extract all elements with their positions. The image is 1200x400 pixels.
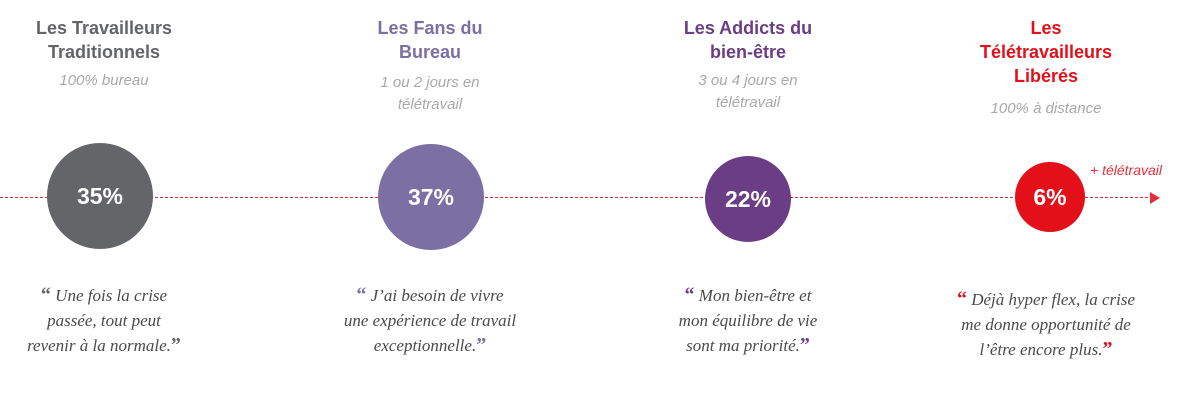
open-quote-icon: “ xyxy=(356,284,367,306)
percentage-circle: 6% xyxy=(1015,162,1085,232)
timeline-axis xyxy=(0,197,1158,198)
close-quote-icon: ” xyxy=(1102,338,1113,360)
percentage-value: 22% xyxy=(724,185,772,212)
open-quote-icon: “ xyxy=(956,288,967,310)
segment-subtitle: 1 ou 2 jours en télétravail xyxy=(380,74,480,113)
percentage-value: 35% xyxy=(76,182,124,209)
percentage-value: 37% xyxy=(407,183,455,210)
percentage-circle: 37% xyxy=(378,144,484,250)
close-quote-icon: ” xyxy=(170,334,181,356)
segment-subtitle: 100% à distance xyxy=(990,100,1102,117)
segment-quote: “ Déjà hyper flex, la crise me donne opp… xyxy=(956,288,1136,360)
axis-label: + télétravail xyxy=(1090,162,1162,178)
segment-title: Les Addicts du bien-être xyxy=(683,18,813,62)
open-quote-icon: “ xyxy=(684,284,695,306)
percentage-circle: 35% xyxy=(47,143,153,249)
arrow-head-icon xyxy=(1150,192,1160,204)
segment-quote: “ Mon bien-être et mon équilibre de vie … xyxy=(678,284,818,356)
segment-title: Les Travailleurs Traditionnels xyxy=(35,18,173,62)
segment-subtitle: 100% bureau xyxy=(59,72,149,89)
segment-title: Les Télétravailleurs Libérés xyxy=(979,18,1113,86)
percentage-circle: 22% xyxy=(705,156,791,242)
close-quote-icon: ” xyxy=(476,334,487,356)
percentage-value: 6% xyxy=(1033,183,1067,210)
segment-subtitle: 3 ou 4 jours en télétravail xyxy=(698,72,798,111)
close-quote-icon: ” xyxy=(799,334,810,356)
segment-quote: “ J’ai besoin de vivre une expérience de… xyxy=(343,284,517,356)
segment-title: Les Fans du Bureau xyxy=(377,18,483,62)
segment-quote: “ Une fois la crise passée, tout peut re… xyxy=(27,284,181,356)
open-quote-icon: “ xyxy=(40,284,51,306)
